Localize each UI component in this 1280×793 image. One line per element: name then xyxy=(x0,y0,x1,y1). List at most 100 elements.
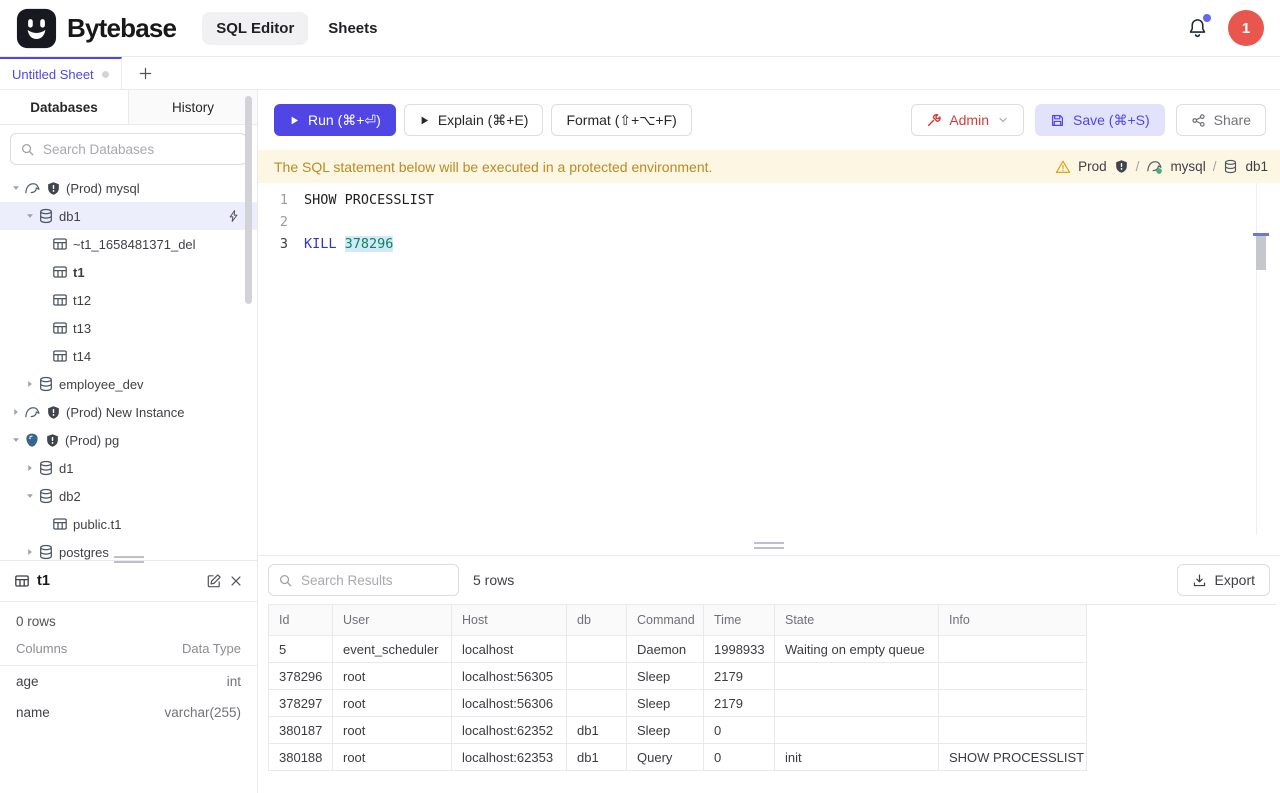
table-cell[interactable]: 0 xyxy=(703,716,775,744)
table-cell[interactable]: Query xyxy=(626,743,704,771)
tab-untitled-sheet[interactable]: Untitled Sheet xyxy=(0,57,122,89)
tree-item-public-t1[interactable]: public.t1 xyxy=(0,510,257,538)
table-cell[interactable]: localhost:56306 xyxy=(451,689,567,717)
table-cell[interactable]: 5 xyxy=(268,635,333,663)
tree-item-db1[interactable]: db1 xyxy=(0,202,257,230)
caret-down-icon[interactable] xyxy=(22,211,38,221)
tree-item-d1[interactable]: d1 xyxy=(0,454,257,482)
table-cell[interactable]: 2179 xyxy=(703,689,775,717)
column-header-time[interactable]: Time xyxy=(703,604,775,636)
table-cell[interactable]: event_scheduler xyxy=(332,635,452,663)
format-button[interactable]: Format (⇧+⌥+F) xyxy=(551,104,692,136)
lightning-icon[interactable] xyxy=(227,209,241,223)
caret-right-icon[interactable] xyxy=(22,379,38,389)
tree-item-postgres[interactable]: postgres xyxy=(0,538,257,560)
table-cell[interactable] xyxy=(566,635,627,663)
breadcrumb-database[interactable]: db1 xyxy=(1245,159,1268,174)
notifications-button[interactable] xyxy=(1184,14,1211,41)
table-cell[interactable]: 378296 xyxy=(268,662,333,690)
search-databases-input[interactable] xyxy=(10,133,247,165)
table-cell[interactable]: Sleep xyxy=(626,662,704,690)
table-cell[interactable] xyxy=(938,662,1087,690)
nav-sheets[interactable]: Sheets xyxy=(328,19,378,37)
tree-item-t14[interactable]: t14 xyxy=(0,342,257,370)
table-cell[interactable]: 380188 xyxy=(268,743,333,771)
table-cell[interactable]: SHOW PROCESSLIST xyxy=(938,743,1087,771)
column-header-info[interactable]: Info xyxy=(938,604,1087,636)
table-cell[interactable] xyxy=(938,635,1087,663)
table-cell[interactable] xyxy=(566,689,627,717)
export-button[interactable]: Export xyxy=(1176,564,1270,596)
caret-right-icon[interactable] xyxy=(22,547,38,557)
table-cell[interactable]: localhost:62353 xyxy=(451,743,567,771)
admin-button[interactable]: Admin xyxy=(911,104,1024,136)
table-cell[interactable]: root xyxy=(332,662,452,690)
edit-icon[interactable] xyxy=(206,573,222,589)
table-cell[interactable]: 0 xyxy=(703,743,775,771)
table-cell[interactable]: Daemon xyxy=(626,635,704,663)
search-results-input[interactable] xyxy=(268,564,459,596)
table-cell[interactable]: Sleep xyxy=(626,689,704,717)
breadcrumb-instance[interactable]: mysql xyxy=(1170,159,1206,174)
tab-databases[interactable]: Databases xyxy=(0,90,128,124)
caret-down-icon[interactable] xyxy=(8,183,24,193)
tab-history[interactable]: History xyxy=(128,90,257,124)
table-cell[interactable] xyxy=(938,689,1087,717)
table-cell[interactable]: localhost:62352 xyxy=(451,716,567,744)
table-cell[interactable] xyxy=(774,662,939,690)
table-cell[interactable]: db1 xyxy=(566,743,627,771)
table-cell[interactable]: Sleep xyxy=(626,716,704,744)
brand[interactable]: Bytebase xyxy=(16,8,177,49)
table-cell[interactable]: root xyxy=(332,743,452,771)
tree-item-t12[interactable]: t12 xyxy=(0,286,257,314)
panel-resize-handle[interactable] xyxy=(113,556,144,563)
column-header-command[interactable]: Command xyxy=(626,604,704,636)
share-button[interactable]: Share xyxy=(1175,104,1266,136)
nav-sql-editor[interactable]: SQL Editor xyxy=(202,11,309,45)
tree-item-t1[interactable]: t1 xyxy=(0,258,257,286)
column-header-state[interactable]: State xyxy=(774,604,939,636)
tree-item-t13[interactable]: t13 xyxy=(0,314,257,342)
breadcrumb-environment[interactable]: Prod xyxy=(1078,159,1107,174)
tree-item-employee-dev[interactable]: employee_dev xyxy=(0,370,257,398)
tree-item-prod-pg[interactable]: (Prod) pg xyxy=(0,426,257,454)
explain-button[interactable]: Explain (⌘+E) xyxy=(403,104,544,136)
caret-down-icon[interactable] xyxy=(8,435,24,445)
column-header-db[interactable]: db xyxy=(566,604,627,636)
table-cell[interactable] xyxy=(566,662,627,690)
column-header-user[interactable]: User xyxy=(332,604,452,636)
table-cell[interactable]: 1998933 xyxy=(703,635,775,663)
caret-right-icon[interactable] xyxy=(22,463,38,473)
table-cell[interactable]: localhost xyxy=(451,635,567,663)
code-line[interactable]: 2 xyxy=(258,211,1280,233)
tree-item-t1-1658481371-del[interactable]: ~t1_1658481371_del xyxy=(0,230,257,258)
table-cell[interactable] xyxy=(938,716,1087,744)
caret-down-icon[interactable] xyxy=(22,491,38,501)
results-splitter[interactable] xyxy=(258,535,1280,555)
code-line[interactable]: 1 SHOW PROCESSLIST xyxy=(258,189,1280,211)
tree-item-db2[interactable]: db2 xyxy=(0,482,257,510)
table-cell[interactable]: 378297 xyxy=(268,689,333,717)
table-cell[interactable]: init xyxy=(774,743,939,771)
table-cell[interactable]: localhost:56305 xyxy=(451,662,567,690)
column-header-host[interactable]: Host xyxy=(451,604,567,636)
close-icon[interactable] xyxy=(229,574,243,588)
column-header-id[interactable]: Id xyxy=(268,604,333,636)
add-sheet-button[interactable] xyxy=(122,57,168,89)
table-cell[interactable]: db1 xyxy=(566,716,627,744)
table-cell[interactable]: 2179 xyxy=(703,662,775,690)
table-cell[interactable]: 380187 xyxy=(268,716,333,744)
tree-item-prod-new-instance[interactable]: (Prod) New Instance xyxy=(0,398,257,426)
table-cell[interactable]: root xyxy=(332,716,452,744)
editor-scrollbar-thumb[interactable] xyxy=(1256,236,1266,270)
code-line[interactable]: 3 KILL 378296 xyxy=(258,233,1280,255)
run-button[interactable]: Run (⌘+⏎) xyxy=(274,104,396,136)
results-resize-handle[interactable] xyxy=(754,542,784,549)
caret-right-icon[interactable] xyxy=(8,407,24,417)
avatar[interactable]: 1 xyxy=(1228,10,1264,46)
table-cell[interactable]: root xyxy=(332,689,452,717)
save-button[interactable]: Save (⌘+S) xyxy=(1035,104,1165,136)
table-cell[interactable] xyxy=(774,689,939,717)
tree-item-prod-mysql[interactable]: (Prod) mysql xyxy=(0,174,257,202)
sql-editor[interactable]: 1 SHOW PROCESSLIST 2 3 KILL 378296 xyxy=(258,183,1280,535)
